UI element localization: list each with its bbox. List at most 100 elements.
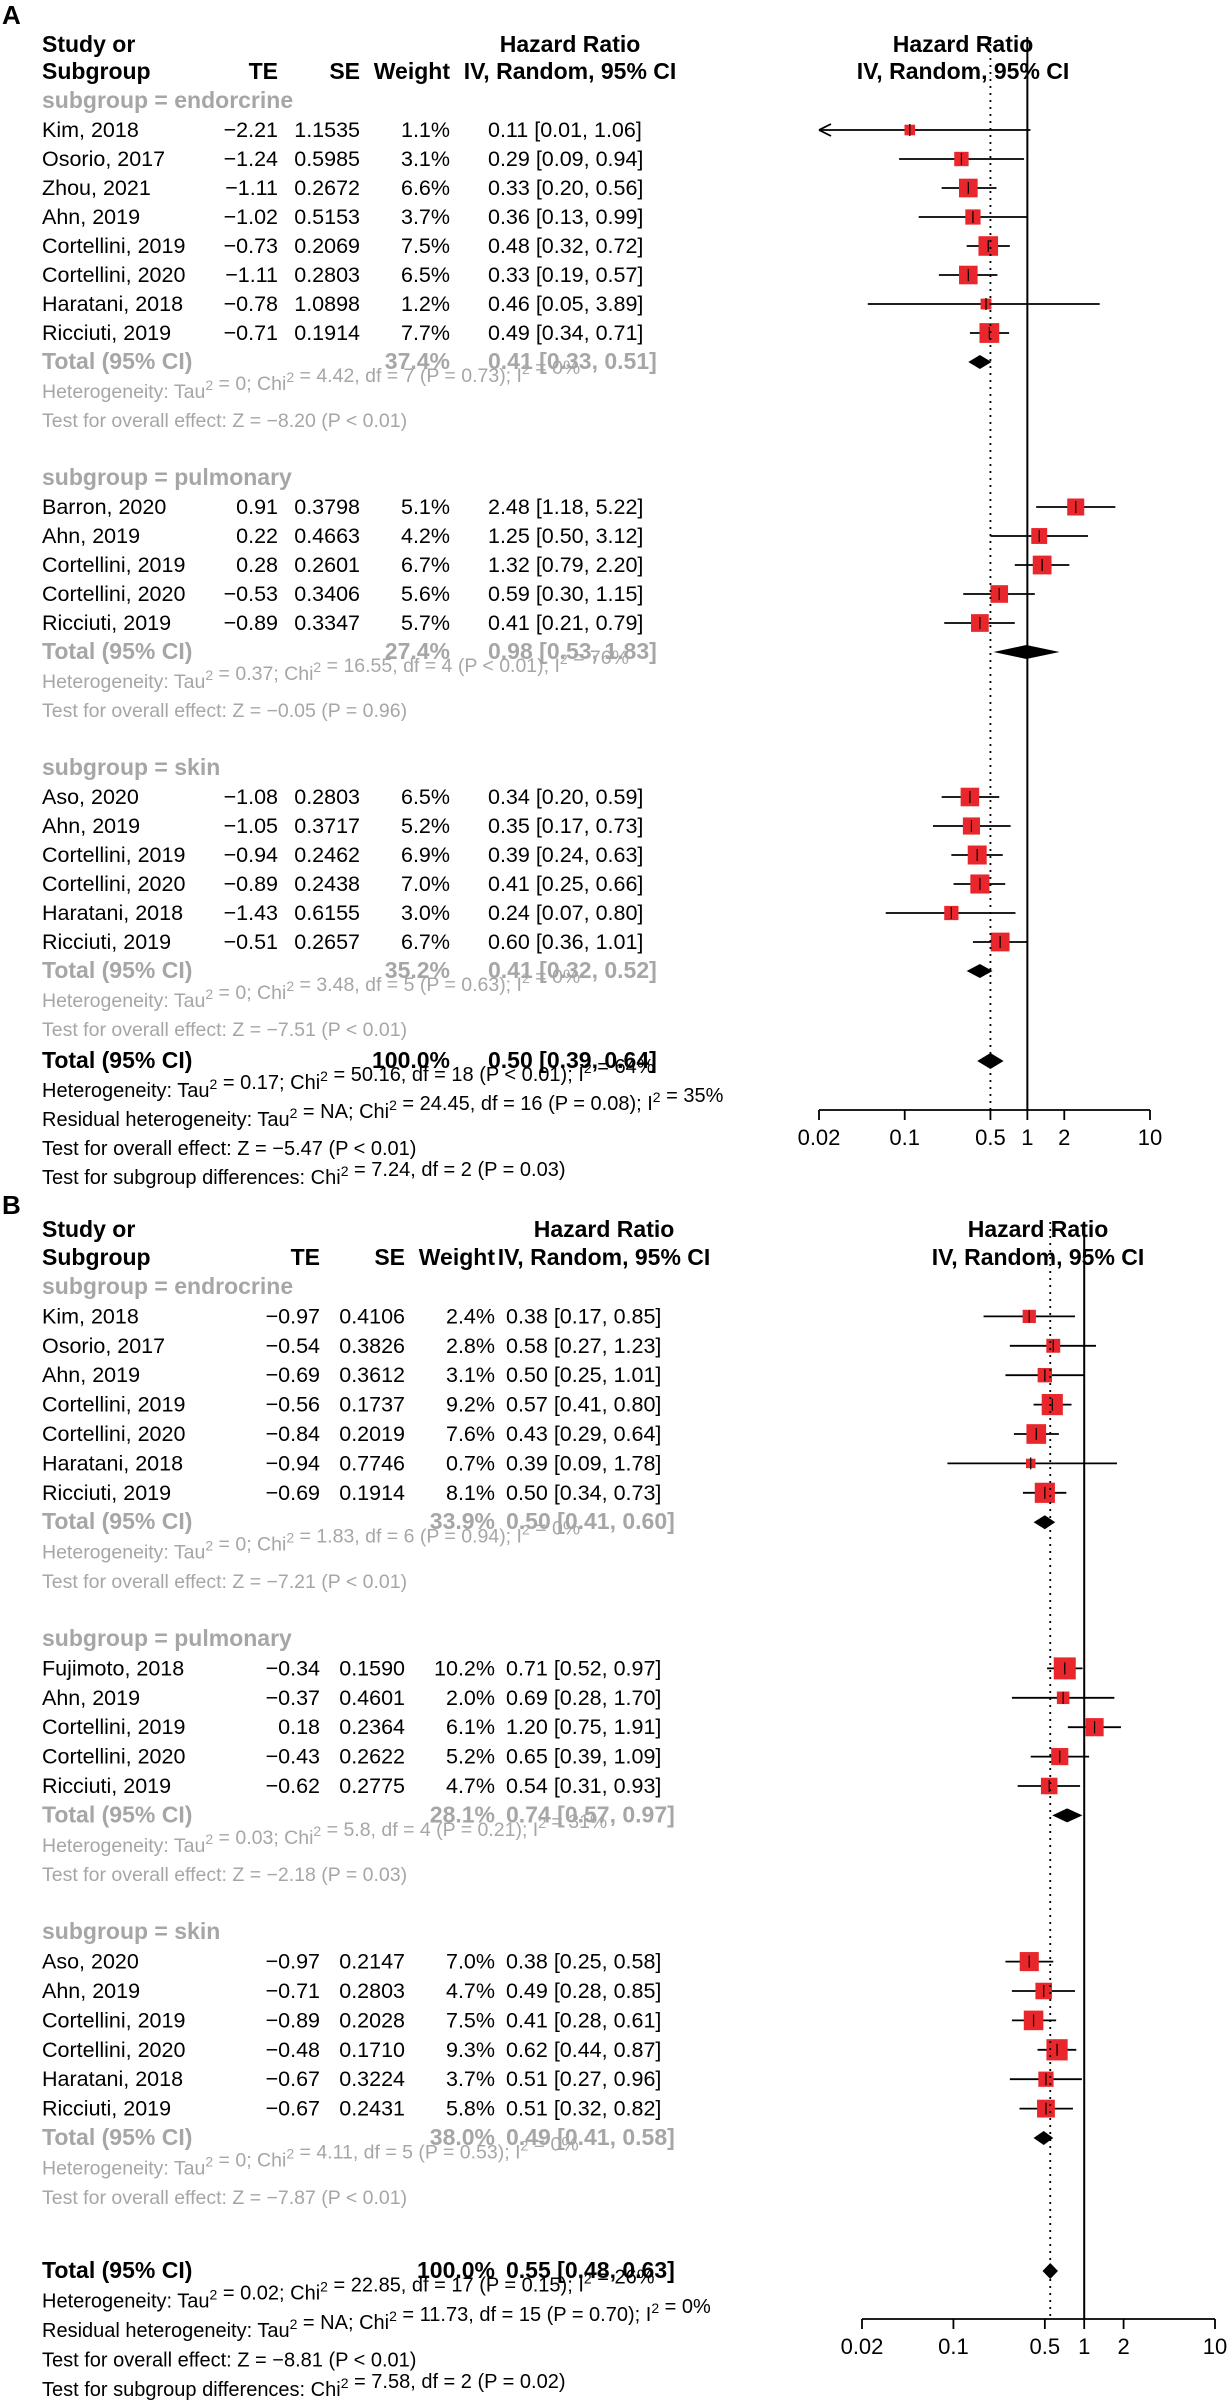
study-te: −1.11 <box>225 263 278 287</box>
study-name: Osorio, 2017 <box>42 147 165 171</box>
subgroup-total-label: Total (95% CI) <box>42 348 192 374</box>
study-hr-ci: 0.54 [0.31, 0.93] <box>506 1774 661 1798</box>
study-te: −0.48 <box>266 2038 320 2062</box>
study-hr-ci: 0.39 [0.24, 0.63] <box>488 843 643 867</box>
study-te: −0.84 <box>266 1422 320 1446</box>
subgroup-overall-effect: Test for overall effect: Z = −2.18 (P = … <box>42 1864 407 1886</box>
study-weight: 7.7% <box>401 321 450 345</box>
subgroup-diamond <box>1052 1808 1083 1823</box>
overall-total-weight: 100.0% <box>372 1047 450 1073</box>
subgroup-diamond <box>966 964 993 978</box>
subgroup-heterogeneity: Heterogeneity: Tau2 = 0; Chi2 = 1.83, df… <box>42 1518 580 1564</box>
study-se: 0.2364 <box>339 1715 405 1739</box>
subgroup-total-weight: 38.0% <box>430 2124 495 2150</box>
study-hr-ci: 0.71 [0.52, 0.97] <box>506 1656 661 1680</box>
subgroup-title: subgroup = endrocrine <box>42 1273 293 1299</box>
study-weight: 6.9% <box>401 843 450 867</box>
study-te: −2.21 <box>224 118 278 142</box>
study-name: Cortellini, 2019 <box>42 1393 185 1417</box>
study-te: 0.91 <box>236 495 278 519</box>
overall-total-ci: 0.50 [0.39, 0.64] <box>488 1047 657 1073</box>
study-name: Ricciuti, 2019 <box>42 930 171 954</box>
header-te: TE <box>249 58 278 84</box>
x-tick-label: 0.02 <box>841 2334 884 2359</box>
study-te: −0.56 <box>266 1393 320 1417</box>
subgroup-heterogeneity: Heterogeneity: Tau2 = 0; Chi2 = 3.48, df… <box>42 966 580 1012</box>
study-weight: 7.0% <box>446 1950 495 1974</box>
study-weight: 3.1% <box>401 147 450 171</box>
study-se: 0.2803 <box>294 785 360 809</box>
study-te: −0.71 <box>224 321 278 345</box>
header-study-line2: Subgroup <box>42 58 151 84</box>
overall-total-weight: 100.0% <box>417 2257 495 2283</box>
study-se: 1.1535 <box>294 118 360 142</box>
subgroup-heterogeneity: Heterogeneity: Tau2 = 0; Chi2 = 4.11, df… <box>42 2133 579 2179</box>
study-weight: 4.2% <box>401 524 450 548</box>
study-hr-ci: 0.43 [0.29, 0.64] <box>506 1422 661 1446</box>
header-se: SE <box>374 1244 405 1270</box>
study-hr-ci: 0.41 [0.28, 0.61] <box>506 2008 661 2032</box>
study-se: 0.1914 <box>339 1481 405 1505</box>
study-hr-ci: 1.25 [0.50, 3.12] <box>488 524 643 548</box>
study-te: −0.89 <box>266 2008 320 2032</box>
study-se: 0.4601 <box>339 1686 405 1710</box>
study-weight: 3.7% <box>401 205 450 229</box>
residual-heterogeneity: Residual heterogeneity: Tau2 = NA; Chi2 … <box>42 2296 711 2342</box>
study-se: 0.3612 <box>339 1363 405 1387</box>
study-te: 0.18 <box>278 1715 320 1739</box>
study-weight: 6.6% <box>401 176 450 200</box>
study-te: −0.89 <box>224 611 278 635</box>
study-weight: 6.7% <box>401 930 450 954</box>
study-se: 0.2431 <box>339 2097 405 2121</box>
study-weight: 2.8% <box>446 1334 495 1358</box>
subgroup-overall-effect: Test for overall effect: Z = −7.21 (P < … <box>42 1571 407 1593</box>
study-te: −0.67 <box>266 2067 320 2091</box>
study-name: Cortellini, 2019 <box>42 234 185 258</box>
study-name: Haratani, 2018 <box>42 2067 183 2091</box>
panel-letter: B <box>2 1190 21 1220</box>
x-tick-label: 0.1 <box>889 1125 920 1150</box>
study-te: −1.24 <box>224 147 278 171</box>
study-name: Fujimoto, 2018 <box>42 1656 184 1680</box>
study-hr-ci: 1.20 [0.75, 1.91] <box>506 1715 661 1739</box>
header-se: SE <box>329 58 360 84</box>
study-se: 0.6155 <box>294 901 360 925</box>
subgroup-heterogeneity: Heterogeneity: Tau2 = 0.03; Chi2 = 5.8, … <box>42 1811 607 1857</box>
study-weight: 5.7% <box>401 611 450 635</box>
study-name: Ricciuti, 2019 <box>42 1481 171 1505</box>
study-te: −0.97 <box>266 1304 320 1328</box>
subgroup-differences: Test for subgroup differences: Chi2 = 7.… <box>42 2371 566 2401</box>
x-tick-label: 0.02 <box>798 1125 841 1150</box>
study-name: Cortellini, 2020 <box>42 263 185 287</box>
subgroup-total-label: Total (95% CI) <box>42 957 192 983</box>
study-name: Cortellini, 2020 <box>42 872 185 896</box>
study-te: −0.94 <box>224 843 278 867</box>
subgroup-total-ci: 0.49 [0.41, 0.58] <box>506 2124 675 2150</box>
study-weight: 8.1% <box>446 1481 495 1505</box>
study-te: −0.89 <box>224 872 278 896</box>
study-hr-ci: 0.34 [0.20, 0.59] <box>488 785 643 809</box>
study-name: Cortellini, 2019 <box>42 1715 185 1739</box>
subgroup-title: subgroup = endorcrine <box>42 87 293 113</box>
header-hr-line1: Hazard Ratio <box>500 31 641 57</box>
study-name: Ricciuti, 2019 <box>42 611 171 635</box>
overall-heterogeneity: Heterogeneity: Tau2 = 0.02; Chi2 = 22.85… <box>42 2267 655 2313</box>
study-name: Ahn, 2019 <box>42 1979 140 2003</box>
x-tick-label: 2 <box>1058 1125 1070 1150</box>
study-se: 0.1590 <box>339 1656 405 1680</box>
study-name: Cortellini, 2020 <box>42 582 185 606</box>
study-name: Ricciuti, 2019 <box>42 2097 171 2121</box>
x-tick-label: 2 <box>1117 2334 1129 2359</box>
study-weight: 7.5% <box>446 2008 495 2032</box>
study-hr-ci: 0.33 [0.19, 0.57] <box>488 263 643 287</box>
study-name: Haratani, 2018 <box>42 292 183 316</box>
study-weight: 7.5% <box>401 234 450 258</box>
study-te: −0.94 <box>266 1451 320 1475</box>
study-weight: 2.4% <box>446 1304 495 1328</box>
study-weight: 3.1% <box>446 1363 495 1387</box>
subgroup-total-label: Total (95% CI) <box>42 2124 192 2150</box>
study-te: 0.22 <box>236 524 278 548</box>
study-weight: 2.0% <box>446 1686 495 1710</box>
study-se: 0.4663 <box>294 524 360 548</box>
